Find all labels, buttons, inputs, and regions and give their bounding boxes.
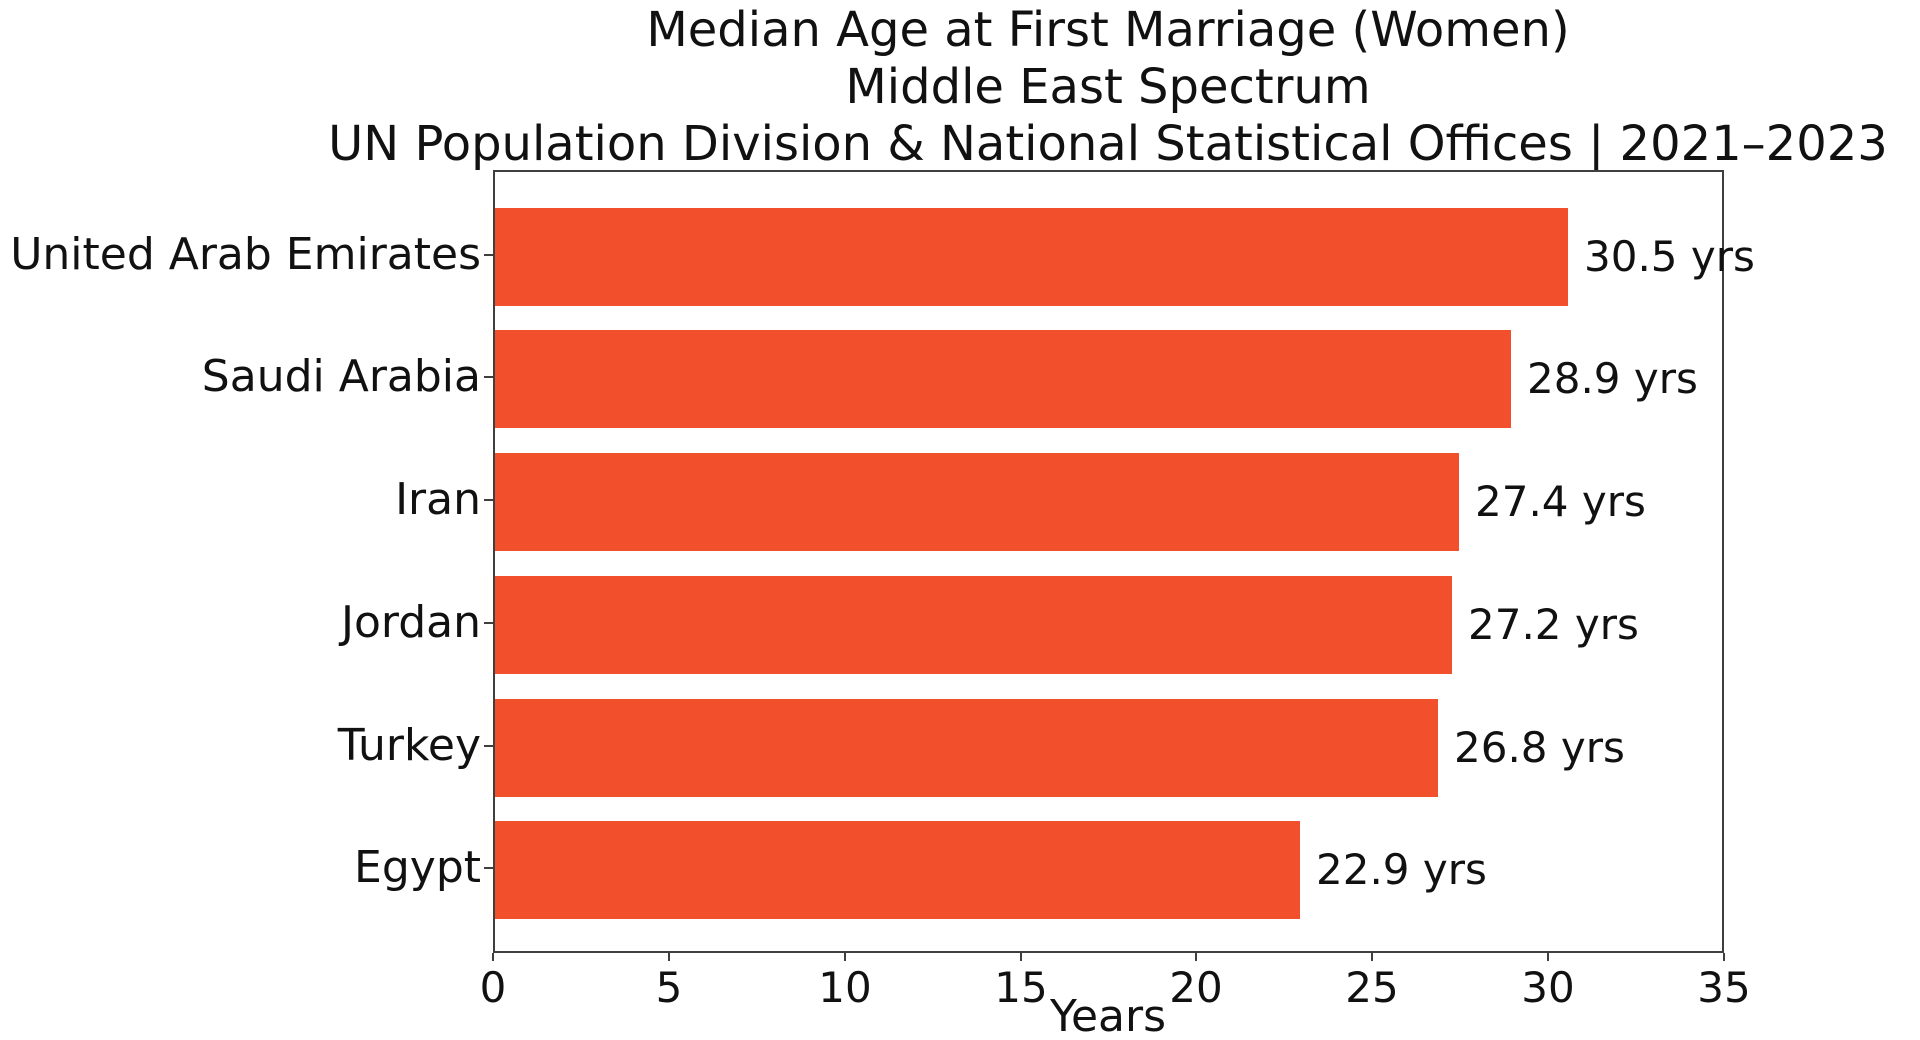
x-tick-label: 0 <box>479 963 507 1012</box>
x-tick-label: 10 <box>818 963 872 1012</box>
bar-value-label: 30.5 yrs <box>1584 232 1755 281</box>
bar-value-label: 22.9 yrs <box>1316 845 1487 894</box>
bar-value-label: 27.2 yrs <box>1468 600 1639 649</box>
chart-title-block: Median Age at First Marriage (Women) Mid… <box>328 2 1888 173</box>
x-tick <box>1371 953 1373 961</box>
category-label: Jordan <box>341 597 481 648</box>
category-label: Saudi Arabia <box>201 351 481 402</box>
bar <box>495 699 1438 797</box>
x-tick <box>668 953 670 961</box>
category-label: Turkey <box>337 720 481 771</box>
x-tick-label: 35 <box>1697 963 1751 1012</box>
x-tick <box>1195 953 1197 961</box>
y-tick <box>484 376 493 378</box>
bar <box>495 821 1300 919</box>
x-tick-label: 20 <box>1169 963 1223 1012</box>
bar <box>495 576 1452 674</box>
bar-value-label: 26.8 yrs <box>1454 723 1625 772</box>
chart-title: Median Age at First Marriage (Women) <box>646 2 1570 58</box>
x-tick <box>492 953 494 961</box>
chart-source-line: UN Population Division & National Statis… <box>328 116 1888 172</box>
y-tick <box>484 499 493 501</box>
x-tick-label: 30 <box>1521 963 1575 1012</box>
x-axis-label: Years <box>1049 991 1167 1040</box>
chart-subtitle: Middle East Spectrum <box>845 59 1371 115</box>
x-tick-label: 15 <box>994 963 1048 1012</box>
x-tick <box>844 953 846 961</box>
bar-value-label: 28.9 yrs <box>1527 354 1698 403</box>
category-label: Iran <box>395 474 481 525</box>
y-tick <box>484 622 493 624</box>
bar-value-label: 27.4 yrs <box>1475 477 1646 526</box>
plot-area: 30.5 yrs 28.9 yrs 27.4 yrs 27.2 yrs 26.8 yrs… <box>493 170 1755 953</box>
bar <box>495 208 1568 306</box>
x-tick <box>1020 953 1022 961</box>
y-tick <box>484 254 493 256</box>
y-tick <box>484 867 493 869</box>
x-tick <box>1723 953 1725 961</box>
x-tick <box>1547 953 1549 961</box>
y-tick <box>484 745 493 747</box>
bar <box>495 330 1511 428</box>
bar <box>495 453 1459 551</box>
category-label: United Arab Emirates <box>10 229 481 280</box>
x-tick-label: 5 <box>655 963 683 1012</box>
category-label: Egypt <box>354 842 481 893</box>
x-tick-label: 25 <box>1345 963 1399 1012</box>
